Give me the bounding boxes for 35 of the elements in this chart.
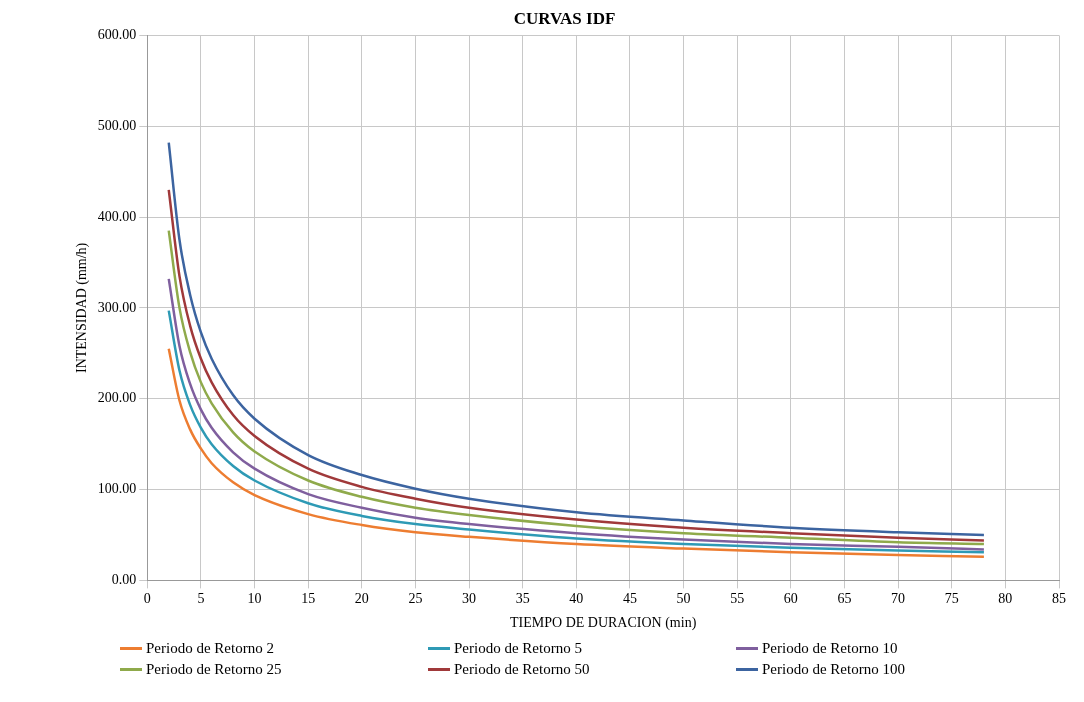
x-tick-label: 50 (676, 591, 691, 607)
legend-label: Periodo de Retorno 25 (146, 661, 282, 678)
x-tick-label: 10 (247, 591, 262, 607)
x-tick-label: 70 (891, 591, 906, 607)
x-tick-label: 75 (944, 591, 959, 607)
x-tick-label: 25 (408, 591, 423, 607)
x-tick-label: 30 (462, 591, 477, 607)
y-tick-label: 100.00 (97, 481, 137, 497)
legend-label: Periodo de Retorno 2 (146, 640, 274, 657)
x-tick-label: 85 (1052, 591, 1066, 607)
x-tick-label: 65 (837, 591, 852, 607)
legend-label: Periodo de Retorno 100 (762, 661, 905, 678)
y-tick-label: 600.00 (97, 27, 137, 43)
y-tick-label: 400.00 (97, 208, 137, 224)
x-tick-label: 0 (143, 591, 151, 607)
y-tick-label: 200.00 (97, 390, 137, 406)
x-axis-title: TIEMPO DE DURACION (min) (510, 615, 697, 632)
y-tick-label: 500.00 (97, 117, 137, 133)
y-axis-title: INTENSIDAD (mm/h) (74, 242, 91, 374)
x-tick-label: 40 (569, 591, 584, 607)
legend-label: Periodo de Retorno 5 (454, 640, 582, 657)
chart-title: CURVAS IDF (513, 8, 616, 28)
x-tick-label: 55 (730, 591, 745, 607)
x-tick-label: 80 (998, 591, 1013, 607)
x-tick-label: 60 (783, 591, 798, 607)
line-series (167, 347, 986, 559)
legend-label: Periodo de Retorno 50 (454, 661, 590, 678)
legend-label: Periodo de Retorno 10 (762, 640, 898, 657)
x-tick-label: 45 (622, 591, 637, 607)
y-tick-label: 300.00 (97, 299, 137, 315)
x-tick-label: 15 (301, 591, 316, 607)
x-tick-label: 20 (354, 591, 369, 607)
x-tick-label: 5 (197, 591, 205, 607)
x-tick-label: 35 (515, 591, 530, 607)
y-tick-label: 0.00 (111, 572, 137, 588)
